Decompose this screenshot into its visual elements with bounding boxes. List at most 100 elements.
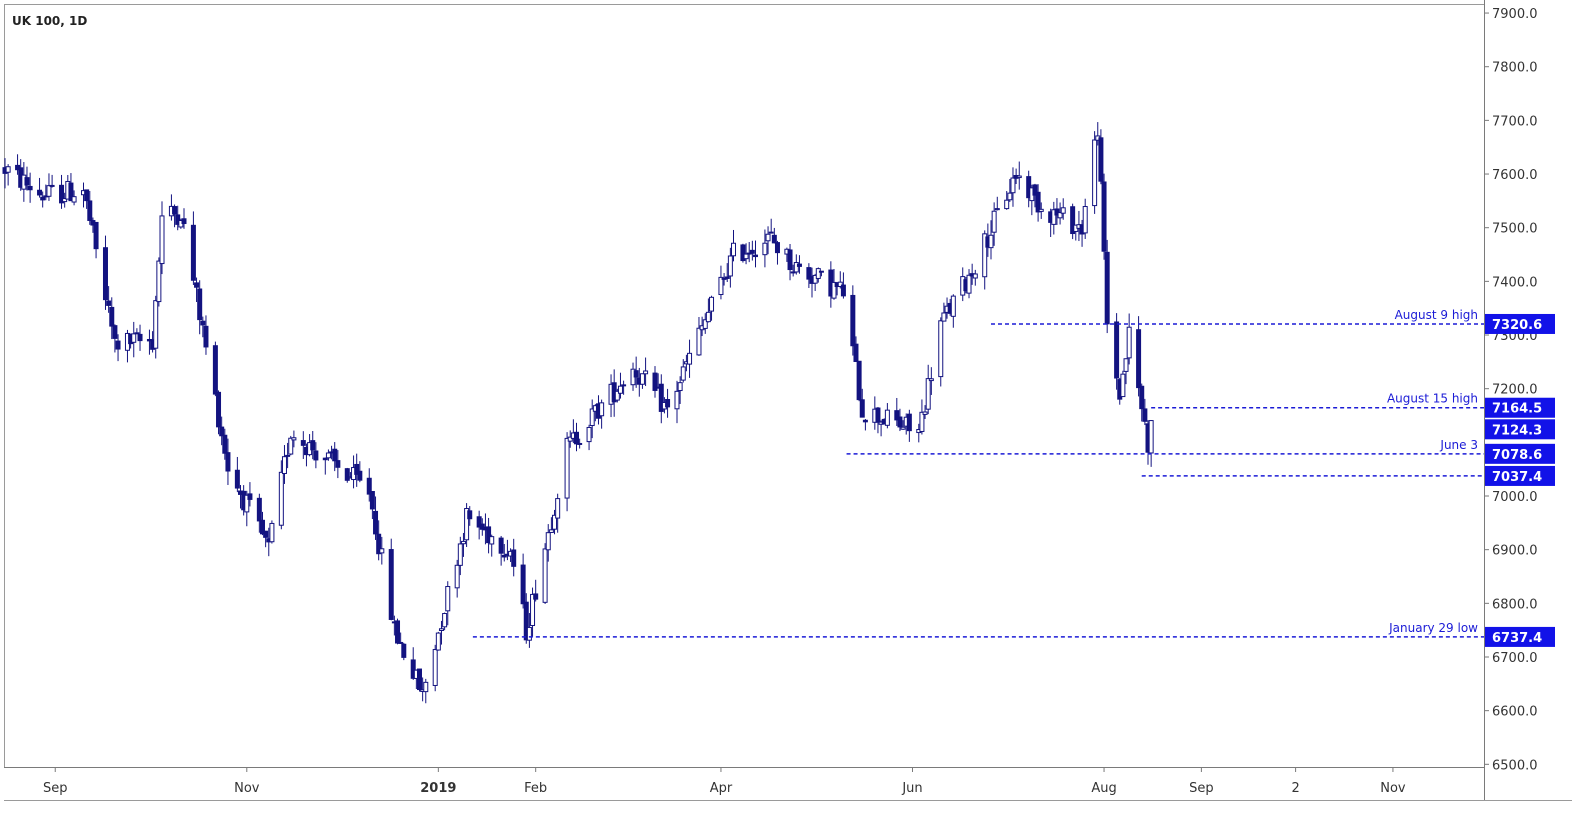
candle-body (743, 253, 749, 260)
candle-body (906, 413, 912, 432)
plot-area (4, 4, 1485, 768)
candle-body (373, 510, 379, 535)
candle-body (1035, 191, 1041, 213)
candle-body (523, 601, 529, 641)
candle-body (24, 177, 30, 186)
candle-body (614, 390, 620, 401)
candle-body (793, 262, 799, 273)
price-badge (1485, 465, 1555, 486)
y-tick-label: 7200.0 (1492, 383, 1538, 398)
candle-body (812, 274, 818, 284)
candle-body (106, 300, 112, 306)
candle-body (567, 436, 573, 442)
candle-body (344, 468, 350, 481)
candle-body (332, 448, 338, 462)
candle-body (862, 419, 868, 423)
candle-body (190, 224, 196, 281)
candle-body (696, 327, 702, 356)
price-badge-label: 7164.5 (1492, 402, 1542, 417)
candle-body (256, 497, 262, 522)
candle-body (724, 276, 730, 279)
candle-body (752, 254, 758, 258)
candle-body (548, 529, 554, 533)
candle-body (586, 426, 592, 443)
candle-body (1082, 206, 1088, 234)
candle-body (837, 281, 843, 287)
candle-body (102, 247, 108, 301)
x-tick-label: Jun (901, 781, 922, 796)
candle-body (991, 210, 997, 233)
candle-body (900, 426, 906, 430)
y-tick-label: 7900.0 (1492, 7, 1538, 22)
y-tick-label: 6500.0 (1492, 758, 1538, 773)
candle-body (222, 434, 228, 454)
y-axis-ticks: 7900.07800.07700.07600.07500.07400.07300… (1484, 7, 1538, 773)
x-tick-label: Feb (524, 781, 547, 796)
candle-body (749, 249, 755, 254)
candle-body (457, 543, 463, 566)
candle-body (982, 233, 988, 278)
candle-body (486, 526, 492, 544)
y-tick-label: 6900.0 (1492, 544, 1538, 559)
candle-body (71, 196, 77, 203)
candle-body (1032, 184, 1038, 196)
candle-body (112, 325, 118, 339)
candle-body (1139, 385, 1145, 410)
candle-body (1098, 137, 1104, 182)
candle-body (269, 522, 275, 543)
candle-body (577, 442, 583, 445)
candle-body (225, 452, 231, 472)
candle-body (285, 454, 291, 457)
candle-body (994, 208, 1000, 211)
candle-body (40, 196, 46, 201)
candle-body (310, 440, 316, 451)
candle-body (665, 399, 671, 408)
candle-body (687, 352, 693, 365)
candle-body (219, 426, 225, 437)
x-tick-label: 2 (1291, 781, 1299, 796)
candle-body (432, 649, 438, 686)
candle-body (702, 319, 708, 329)
candle-body (5, 166, 11, 173)
candle-body (291, 437, 297, 441)
candle-body (464, 508, 470, 541)
candle-body (194, 282, 200, 288)
candle-body (479, 523, 485, 530)
candle-body (27, 185, 33, 191)
candle-body (501, 554, 507, 558)
candle-body (897, 416, 903, 428)
candle-body (357, 470, 363, 481)
price-badge-label: 7078.6 (1492, 448, 1542, 463)
level-label: January 29 low (1388, 621, 1478, 635)
candle-body (366, 477, 372, 495)
candle-body (574, 431, 580, 445)
candle-body (938, 320, 944, 378)
candle-body (175, 214, 181, 225)
candle-body (840, 284, 846, 297)
candle-body (564, 437, 570, 499)
candle-body (677, 382, 683, 392)
candle-body (731, 242, 737, 257)
candle-body (545, 532, 551, 551)
candle-body (278, 471, 284, 526)
candle-body (1148, 420, 1154, 454)
candle-body (1092, 139, 1098, 207)
candle-body (454, 564, 460, 589)
candle-body (153, 300, 159, 349)
candle-body (1142, 408, 1148, 422)
candle-body (172, 206, 178, 215)
candle-body (520, 564, 526, 605)
price-badge (1485, 313, 1555, 334)
candle-body (398, 641, 404, 644)
candle-body (853, 343, 859, 362)
candle-body (922, 411, 928, 415)
candle-body (988, 234, 994, 249)
candle-body (395, 620, 401, 644)
x-tick-label: Apr (710, 781, 733, 796)
candle-body (919, 411, 925, 432)
candle-body (49, 184, 55, 187)
price-badge-label: 6737.4 (1492, 631, 1542, 646)
candle-body (445, 586, 451, 612)
y-tick-label: 7600.0 (1492, 168, 1538, 183)
candle-body (109, 306, 115, 327)
